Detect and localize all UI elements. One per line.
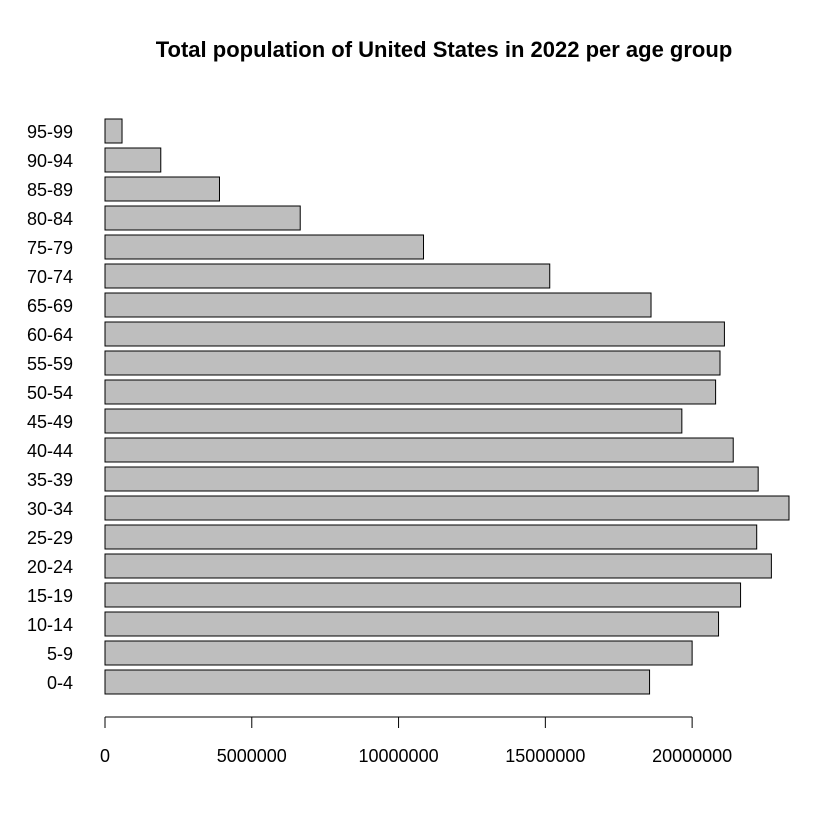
bar-90-94	[104, 147, 162, 173]
bar-50-54	[104, 379, 717, 405]
x-axis: 0 5000000 10000000 15000000 20000000	[100, 716, 732, 766]
bar-40-44	[104, 437, 734, 463]
x-tick-label: 15000000	[505, 746, 585, 766]
category-label-10-14: 10-14	[27, 615, 73, 635]
x-tick-label: 5000000	[217, 746, 287, 766]
bar-60-64	[104, 321, 725, 347]
category-label-20-24: 20-24	[27, 557, 73, 577]
bars-group	[104, 118, 790, 695]
category-label-85-89: 85-89	[27, 180, 73, 200]
category-label-40-44: 40-44	[27, 441, 73, 461]
bar-75-79	[104, 234, 425, 260]
bar-5-9	[104, 640, 693, 666]
bar-95-99	[104, 118, 123, 144]
bar-20-24	[104, 553, 772, 579]
bar-70-74	[104, 263, 551, 289]
bar-35-39	[104, 466, 759, 492]
bar-10-14	[104, 611, 720, 637]
category-label-30-34: 30-34	[27, 499, 73, 519]
bar-15-19	[104, 582, 742, 608]
x-tick-label: 0	[100, 746, 110, 766]
category-labels: 0-4 5-9 10-14 15-19 20-24 25-29 30-34 35-39 40-4…	[27, 122, 73, 693]
chart-title: Total population of United States in 202…	[156, 37, 733, 62]
category-label-55-59: 55-59	[27, 354, 73, 374]
bar-80-84	[104, 205, 301, 231]
category-label-60-64: 60-64	[27, 325, 73, 345]
bar-25-29	[104, 524, 758, 550]
category-label-35-39: 35-39	[27, 470, 73, 490]
category-label-25-29: 25-29	[27, 528, 73, 548]
category-label-95-99: 95-99	[27, 122, 73, 142]
category-label-45-49: 45-49	[27, 412, 73, 432]
bar-65-69	[104, 292, 652, 318]
bar-45-49	[104, 408, 683, 434]
category-label-15-19: 15-19	[27, 586, 73, 606]
category-label-0-4: 0-4	[47, 673, 73, 693]
category-label-90-94: 90-94	[27, 151, 73, 171]
category-label-70-74: 70-74	[27, 267, 73, 287]
category-label-75-79: 75-79	[27, 238, 73, 258]
category-label-50-54: 50-54	[27, 383, 73, 403]
bar-0-4	[104, 669, 651, 695]
bar-85-89	[104, 176, 220, 202]
bar-55-59	[104, 350, 721, 376]
category-label-5-9: 5-9	[47, 644, 73, 664]
x-tick-label: 20000000	[652, 746, 732, 766]
category-label-65-69: 65-69	[27, 296, 73, 316]
bar-30-34	[104, 495, 790, 521]
category-label-80-84: 80-84	[27, 209, 73, 229]
x-tick-label: 10000000	[359, 746, 439, 766]
